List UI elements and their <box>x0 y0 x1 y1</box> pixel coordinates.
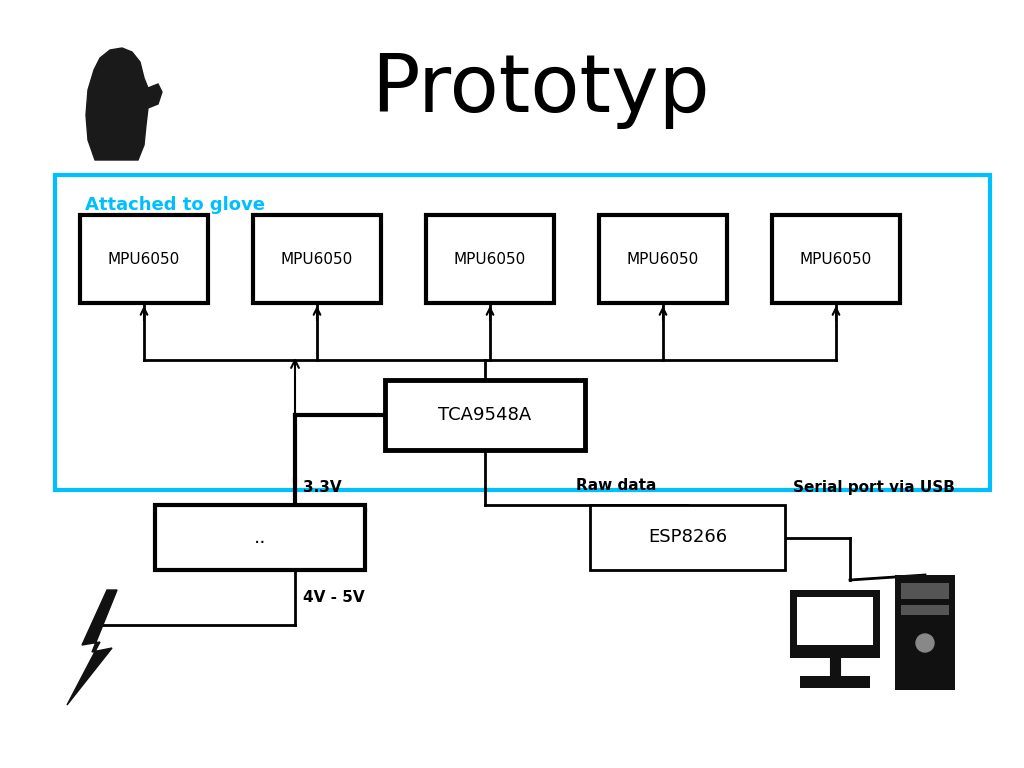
Text: Serial port via USB: Serial port via USB <box>793 480 954 495</box>
Bar <box>790 590 880 658</box>
Bar <box>599 215 727 303</box>
Bar <box>385 380 585 450</box>
Bar <box>901 605 949 615</box>
Bar <box>253 215 381 303</box>
Bar <box>155 505 365 570</box>
Text: Attached to glove: Attached to glove <box>85 196 265 214</box>
Text: 4V - 5V: 4V - 5V <box>303 591 365 605</box>
Bar <box>590 505 785 570</box>
Bar <box>901 583 949 599</box>
Bar <box>426 215 554 303</box>
Text: Raw data: Raw data <box>577 478 656 493</box>
Text: ESP8266: ESP8266 <box>648 528 727 547</box>
Bar <box>800 676 870 688</box>
Polygon shape <box>86 48 162 160</box>
Text: MPU6050: MPU6050 <box>627 251 699 266</box>
Bar <box>80 215 208 303</box>
Bar <box>895 575 955 690</box>
Text: ..: .. <box>254 528 266 547</box>
Bar <box>55 175 990 490</box>
Text: 3.3V: 3.3V <box>303 481 342 495</box>
Text: MPU6050: MPU6050 <box>281 251 353 266</box>
Polygon shape <box>67 590 117 705</box>
Circle shape <box>916 634 934 652</box>
Bar <box>772 215 900 303</box>
Text: MPU6050: MPU6050 <box>454 251 526 266</box>
Text: TCA9548A: TCA9548A <box>438 406 531 424</box>
Bar <box>797 597 873 645</box>
Text: MPU6050: MPU6050 <box>108 251 180 266</box>
Text: Prototyp: Prototyp <box>371 51 710 129</box>
Text: MPU6050: MPU6050 <box>800 251 872 266</box>
